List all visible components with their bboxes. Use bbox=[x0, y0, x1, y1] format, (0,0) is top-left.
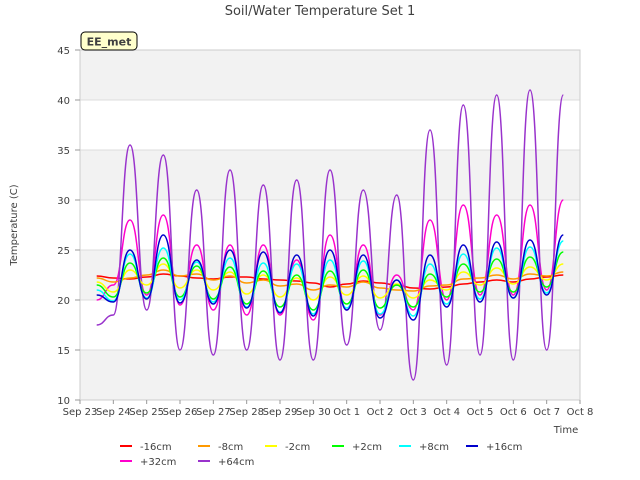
series-layer bbox=[96, 89, 565, 381]
legend-label: -16cm bbox=[140, 442, 172, 453]
plot-frame bbox=[79, 49, 581, 401]
legend-label: -8cm bbox=[218, 442, 243, 453]
background-band bbox=[80, 150, 580, 200]
series-line-16cm bbox=[96, 234, 565, 321]
chart-title: Soil/Water Temperature Set 1 bbox=[225, 4, 416, 19]
y-axis-label: Temperature (C) bbox=[9, 184, 20, 266]
x-tick-label: Sep 30 bbox=[296, 407, 331, 418]
y-tick-label: 30 bbox=[57, 196, 70, 207]
x-tick-label: Sep 24 bbox=[96, 407, 131, 418]
legend: -16cm +32cm -8cm +64cm -2cm +2cm +8cm +16cm bbox=[120, 442, 522, 468]
x-tick-label: Sep 26 bbox=[163, 407, 198, 418]
x-tick-label: Sep 27 bbox=[196, 407, 231, 418]
series-line-64cm bbox=[96, 89, 565, 381]
x-tick-label: Oct 7 bbox=[533, 407, 560, 418]
legend-label: +64cm bbox=[218, 457, 254, 468]
y-tick-labels: 10 15 20 25 30 35 40 45 bbox=[57, 46, 80, 407]
legend-label: +8cm bbox=[419, 442, 449, 453]
x-tick-label: Sep 23 bbox=[63, 407, 98, 418]
y-tick-label: 25 bbox=[57, 246, 70, 257]
y-tick-label: 40 bbox=[57, 96, 70, 107]
legend-label: -2cm bbox=[285, 442, 310, 453]
plot-background bbox=[80, 50, 580, 400]
station-badge: EE_met bbox=[80, 31, 138, 51]
y-tick-label: 45 bbox=[57, 46, 70, 57]
series-line-8cm bbox=[96, 269, 564, 292]
legend-label: +16cm bbox=[486, 442, 522, 453]
y-tick-label: 35 bbox=[57, 146, 70, 157]
background-band bbox=[80, 100, 580, 150]
legend-label: +32cm bbox=[140, 457, 176, 468]
x-tick-label: Oct 3 bbox=[400, 407, 427, 418]
x-axis-label: Time bbox=[553, 425, 578, 436]
legend-label: +2cm bbox=[352, 442, 382, 453]
background-band bbox=[80, 50, 580, 100]
series-line-2cm bbox=[96, 263, 564, 301]
x-tick-label: Oct 6 bbox=[500, 407, 527, 418]
x-tick-label: Sep 28 bbox=[229, 407, 264, 418]
x-tick-label: Sep 29 bbox=[263, 407, 298, 418]
x-tick-label: Sep 25 bbox=[129, 407, 164, 418]
x-tick-label: Oct 8 bbox=[567, 407, 594, 418]
x-tick-label: Oct 1 bbox=[333, 407, 360, 418]
x-tick-label: Oct 2 bbox=[367, 407, 394, 418]
x-tick-label: Oct 4 bbox=[433, 407, 460, 418]
y-tick-label: 10 bbox=[57, 396, 70, 407]
station-label: EE_met bbox=[87, 36, 132, 49]
y-tick-label: 20 bbox=[57, 296, 70, 307]
y-tick-label: 15 bbox=[57, 346, 70, 357]
background-band bbox=[80, 350, 580, 400]
background-band bbox=[80, 300, 580, 350]
x-tick-label: Oct 5 bbox=[467, 407, 494, 418]
